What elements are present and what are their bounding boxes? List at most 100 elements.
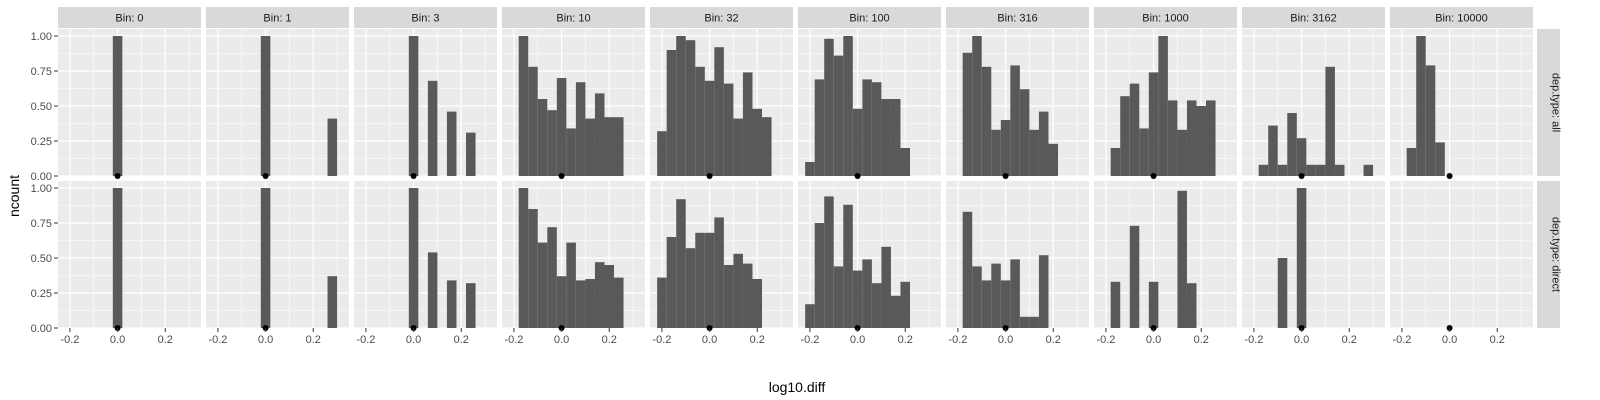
histogram-bar [676, 199, 686, 328]
panel-r0-c2 [354, 29, 497, 179]
histogram-bar [518, 188, 529, 328]
x-tick-label: 0.0 [1442, 334, 1457, 346]
histogram-bar [1206, 100, 1216, 176]
row-strip-label: dep.type: all [1550, 73, 1562, 132]
column-strip-9: Bin: 10000 [1390, 7, 1533, 28]
panel-r0-c6 [946, 29, 1089, 179]
zero-marker-point [558, 173, 565, 179]
y-tick-label: 0.00 [31, 323, 52, 335]
histogram-bar [1406, 148, 1417, 176]
strip-background [798, 7, 941, 28]
histogram-bar [862, 79, 872, 176]
y-tick-label: 0.50 [31, 253, 52, 265]
histogram-bar [805, 162, 815, 176]
histogram-bar [1120, 96, 1130, 176]
x-tick-label: 0.0 [998, 334, 1013, 346]
y-tick-label: 0.50 [31, 101, 52, 113]
zero-marker-point [114, 173, 121, 179]
strip-background [1094, 7, 1237, 28]
column-strip-label: Bin: 1000 [1142, 13, 1188, 25]
strip-background [354, 7, 497, 28]
histogram-bar [1425, 65, 1436, 176]
x-tick-label: 0.0 [1146, 334, 1161, 346]
histogram-bar [566, 128, 576, 176]
histogram-bar [723, 83, 734, 176]
histogram-bar [833, 266, 844, 328]
panel-background [1242, 181, 1385, 328]
zero-marker-point [1298, 173, 1305, 179]
x-tick-label: -0.2 [948, 334, 967, 346]
histogram-bar [547, 110, 557, 176]
x-tick-label: 0.2 [898, 334, 913, 346]
histogram-bar [466, 132, 476, 176]
column-strip-2: Bin: 3 [354, 7, 497, 28]
histogram-bar [1167, 100, 1178, 176]
histogram-bar [1315, 164, 1326, 176]
histogram-bar [260, 36, 271, 176]
x-tick-label: 0.0 [110, 334, 125, 346]
zero-marker-point [706, 173, 713, 179]
histogram-bar [427, 80, 438, 176]
histogram-bar [871, 82, 882, 176]
strip-background [1537, 181, 1560, 328]
panel-r1-c4 [650, 181, 793, 331]
histogram-bar [1296, 188, 1307, 328]
histogram-bar [614, 117, 624, 176]
histogram-bar [1110, 148, 1121, 176]
histogram-bar [547, 227, 557, 328]
x-axis-title: log10.diff [769, 379, 826, 395]
histogram-bar [666, 50, 677, 176]
zero-marker-point [410, 173, 417, 179]
column-strip-label: Bin: 1 [263, 13, 291, 25]
histogram-bar [805, 304, 815, 328]
panel-r0-c4 [650, 29, 793, 179]
histogram-bar [1277, 258, 1288, 328]
histogram-bar [1139, 128, 1149, 176]
histogram-bar [260, 188, 271, 328]
panel-r1-c9 [1390, 181, 1533, 331]
histogram-bar [685, 40, 696, 177]
panel-r0-c9 [1390, 29, 1533, 179]
histogram-bar [685, 248, 696, 328]
histogram-bar [657, 277, 667, 328]
histogram-bar [1010, 259, 1020, 328]
column-strip-label: Bin: 3162 [1290, 13, 1336, 25]
y-tick-label: 0.00 [31, 171, 52, 183]
histogram-bar [824, 38, 834, 176]
strip-background [946, 7, 1089, 28]
histogram-bar [575, 280, 586, 328]
histogram-bar [327, 118, 338, 176]
histogram-bar [962, 52, 973, 176]
histogram-bar [981, 280, 992, 328]
x-tick-label: 0.2 [454, 334, 469, 346]
histogram-bar [1148, 72, 1159, 176]
histogram-bar [112, 188, 123, 328]
histogram-bar [852, 270, 863, 328]
panel-r1-c7 [1094, 181, 1237, 331]
histogram-bar [900, 148, 911, 176]
histogram-bar [695, 66, 705, 176]
histogram-bar [518, 36, 529, 176]
histogram-bar [1038, 255, 1049, 328]
panel-r0-c7 [1094, 29, 1237, 179]
histogram-bar [714, 217, 724, 328]
zero-marker-point [1002, 173, 1009, 179]
column-strip-1: Bin: 1 [206, 7, 349, 28]
histogram-bar [1019, 89, 1030, 176]
column-strip-4: Bin: 32 [650, 7, 793, 28]
x-tick-label: 0.0 [258, 334, 273, 346]
x-tick-label: -0.2 [1244, 334, 1263, 346]
histogram-bar [1416, 36, 1426, 176]
histogram-bar [537, 99, 548, 176]
strip-background [502, 7, 645, 28]
histogram-bar [1287, 113, 1297, 176]
column-strip-label: Bin: 3 [411, 13, 439, 25]
x-tick-label: 0.0 [406, 334, 421, 346]
histogram-bar [1268, 125, 1278, 176]
histogram-bar [852, 108, 863, 176]
histogram-bar [733, 118, 743, 176]
panel-r0-c5 [798, 29, 941, 179]
column-strip-label: Bin: 0 [115, 13, 143, 25]
histogram-bar [556, 78, 567, 176]
strip-background [1390, 7, 1533, 28]
